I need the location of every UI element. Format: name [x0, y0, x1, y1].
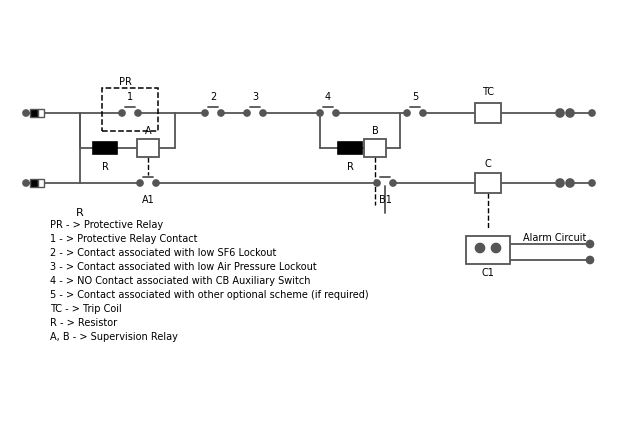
Text: 3 - > Contact associated with low Air Pressure Lockout: 3 - > Contact associated with low Air Pr… [50, 262, 317, 272]
Text: 5: 5 [412, 92, 418, 102]
Text: 3: 3 [252, 92, 258, 102]
Text: R: R [347, 162, 354, 172]
Circle shape [566, 109, 574, 117]
Text: 2: 2 [210, 92, 216, 102]
Text: C1: C1 [482, 268, 494, 278]
Circle shape [492, 244, 501, 253]
Circle shape [333, 110, 339, 116]
Circle shape [589, 180, 595, 186]
Text: TC - > Trip Coil: TC - > Trip Coil [50, 304, 122, 314]
Bar [30, 109, 38, 117]
Text: 2 - > Contact associated with low SF6 Lockout: 2 - > Contact associated with low SF6 Lo… [50, 248, 276, 258]
Text: B1: B1 [379, 195, 391, 205]
Bar [364, 139, 386, 157]
Text: 1 - > Protective Relay Contact: 1 - > Protective Relay Contact [50, 234, 197, 244]
Text: A, B - > Supervision Relay: A, B - > Supervision Relay [50, 332, 178, 342]
Bar [137, 139, 159, 157]
Circle shape [587, 257, 593, 263]
Circle shape [566, 179, 574, 187]
Text: A: A [144, 126, 151, 136]
Text: 5 - > Contact associated with other optional scheme (if required): 5 - > Contact associated with other opti… [50, 290, 369, 300]
Text: C: C [485, 159, 491, 169]
Circle shape [135, 110, 141, 116]
Circle shape [390, 180, 396, 186]
Circle shape [587, 241, 593, 247]
Bar [475, 173, 501, 193]
Text: TC: TC [482, 87, 494, 97]
Circle shape [23, 110, 29, 116]
Circle shape [119, 110, 125, 116]
Circle shape [317, 110, 323, 116]
Text: PR: PR [119, 77, 131, 87]
Text: 4: 4 [325, 92, 331, 102]
Bar [38, 109, 44, 117]
Bar [102, 88, 158, 131]
Circle shape [260, 110, 266, 116]
Circle shape [404, 110, 410, 116]
Text: R - > Resistor: R - > Resistor [50, 318, 117, 328]
Circle shape [218, 110, 224, 116]
Text: 1: 1 [127, 92, 133, 102]
Bar [475, 103, 501, 123]
Circle shape [137, 180, 143, 186]
Bar [466, 236, 510, 264]
Circle shape [23, 180, 29, 186]
Circle shape [556, 109, 564, 117]
Text: B: B [372, 126, 379, 136]
Text: A1: A1 [142, 195, 154, 205]
Circle shape [202, 110, 208, 116]
Circle shape [374, 180, 380, 186]
Bar [338, 142, 362, 154]
Bar [30, 179, 38, 187]
Text: R: R [102, 162, 109, 172]
Circle shape [475, 244, 484, 253]
Text: Alarm Circuit: Alarm Circuit [523, 233, 587, 243]
Text: 4 - > NO Contact associated with CB Auxiliary Switch: 4 - > NO Contact associated with CB Auxi… [50, 276, 310, 286]
Bar [93, 142, 117, 154]
Circle shape [420, 110, 426, 116]
Circle shape [244, 110, 250, 116]
Text: R: R [76, 208, 84, 218]
Circle shape [153, 180, 159, 186]
Circle shape [556, 179, 564, 187]
Bar [38, 179, 44, 187]
Text: PR - > Protective Relay: PR - > Protective Relay [50, 220, 163, 230]
Circle shape [589, 110, 595, 116]
